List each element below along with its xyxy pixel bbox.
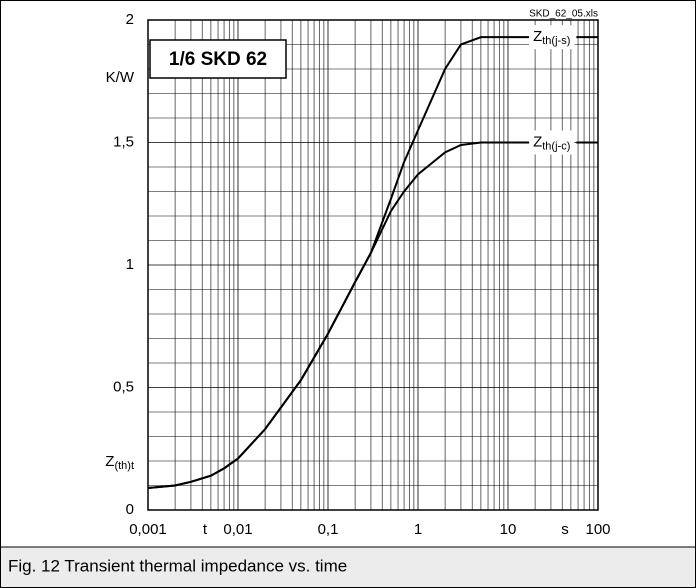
y-tick-label: 2 (126, 11, 134, 28)
y-axis-unit: K/W (106, 69, 135, 86)
x-tick-label: 100 (585, 521, 610, 538)
x-axis-label: t (203, 521, 208, 538)
legend-bg (529, 25, 575, 50)
x-tick-label: 0,001 (129, 521, 167, 538)
caption-bg (1, 547, 695, 587)
y-tick-label: 0 (126, 501, 134, 518)
x-tick-label: 0,01 (223, 521, 252, 538)
caption: Fig. 12 Transient thermal impedance vs. … (8, 556, 347, 575)
file-label: SKD_62_05.xls (529, 9, 598, 20)
x-axis-unit: s (561, 521, 569, 538)
line-series (147, 141, 536, 489)
legend-label: Zth(j-s) (533, 28, 570, 47)
plot: 0,001 0,01 0,1 1 10 100 0 0,5 1 1,5 2 t s K/W Z(th)t SK… (105, 9, 610, 538)
legend-bg (529, 130, 575, 155)
y-tick-label: 1 (126, 256, 134, 273)
x-tick-label: 1 (414, 521, 422, 538)
x-tick-label: 10 (500, 521, 517, 538)
y-axis-label: Z(th)t (105, 453, 134, 472)
title-box (149, 39, 287, 79)
y-tick-label: 1,5 (113, 133, 134, 150)
chart-title: 1/6 SKD 62 (169, 49, 267, 70)
x-tick-label: 0,1 (318, 521, 339, 538)
legend-label: Zth(j-c) (533, 133, 570, 152)
plot-frame (147, 19, 599, 511)
y-tick-label: 0,5 (113, 378, 134, 395)
